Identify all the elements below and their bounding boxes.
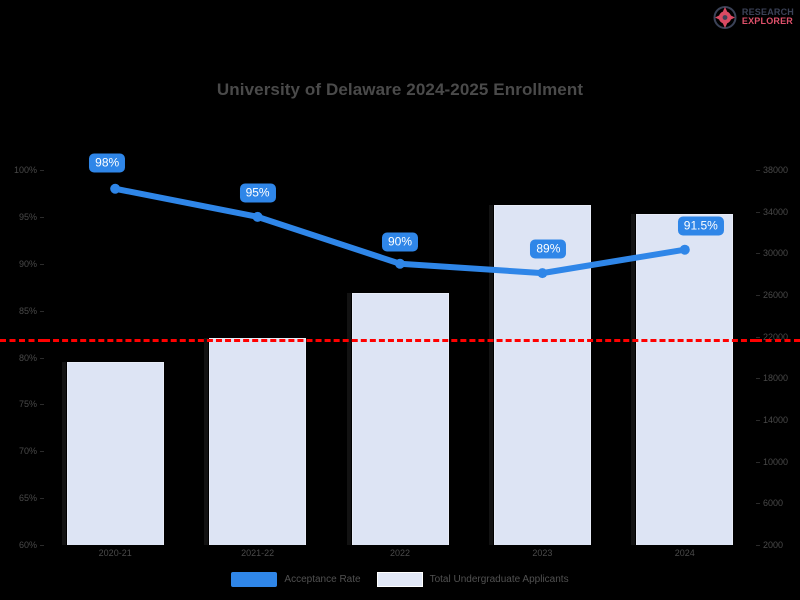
legend-item-bar[interactable]: Total Undergraduate Applicants: [376, 572, 569, 587]
axis-tick-label: 18000: [763, 373, 789, 384]
left-axis: 100% 95% 90% 85% 80% 75% 70% 65% 60%: [0, 165, 44, 550]
axis-tick-label: 95%: [18, 211, 37, 222]
axis-tick-label: 30000: [763, 248, 789, 259]
axis-tick-label: 14000: [763, 415, 789, 425]
logo-line-2: EXPLORER: [741, 16, 793, 26]
line-marker[interactable]: [679, 244, 690, 255]
legend-swatch-bar: [376, 572, 423, 587]
x-axis-tick-label: 2020-21: [98, 548, 132, 558]
legend-label-line: Acceptance Rate: [284, 574, 361, 585]
axis-tick-label: 2000: [763, 540, 784, 550]
legend-label-bar: Total Undergraduate Applicants: [429, 574, 569, 585]
axis-tick-mark: [40, 170, 44, 171]
data-label: 91.5%: [677, 216, 724, 236]
x-axis-tick-label: 2021-22: [241, 548, 275, 558]
line-series: [110, 183, 690, 279]
x-axis-labels: 2020-21 2021-22 2022 2023 2024: [44, 548, 756, 564]
axis-tick-label: 6000: [763, 498, 784, 509]
axis-tick-label: 60%: [18, 540, 37, 550]
axis-tick-mark: [756, 545, 760, 546]
chart-title: University of Delaware 2024-2025 Enrollm…: [216, 80, 584, 99]
x-axis-tick-label: 2024: [674, 548, 695, 558]
axis-tick-label: 90%: [18, 258, 37, 269]
right-axis: 38000 34000 30000 26000 22000 18000 14000 10000…: [756, 165, 800, 550]
axis-tick-mark: [756, 336, 760, 338]
threshold-line-extension: [756, 338, 800, 342]
logo-line-1: RESEARCH: [741, 7, 794, 17]
axis-tick-mark: [40, 451, 44, 453]
bar-shadow: [631, 214, 636, 545]
bar[interactable]: [636, 214, 734, 545]
axis-tick-label: 34000: [763, 206, 789, 217]
bar[interactable]: [351, 293, 449, 545]
bar-shadow: [346, 293, 351, 545]
axis-tick-mark: [40, 216, 44, 218]
threshold-line-extension: [0, 338, 44, 342]
bar-shadow: [204, 337, 209, 545]
axis-tick-mark: [756, 420, 760, 421]
axis-tick-label: 10000: [763, 456, 789, 467]
brand-logo: RESEARCH EXPLORER: [712, 4, 794, 30]
axis-tick-label: 70%: [18, 446, 37, 457]
bar-shadow: [61, 362, 66, 545]
data-label: 95%: [239, 183, 276, 203]
axis-tick-mark: [756, 253, 760, 255]
axis-tick-mark: [756, 378, 760, 380]
axis-tick-mark: [40, 310, 44, 312]
line-marker[interactable]: [537, 268, 548, 279]
axis-tick-mark: [756, 295, 760, 296]
axis-tick-label: 100%: [13, 165, 37, 175]
axis-tick-label: 85%: [18, 305, 37, 316]
line-marker[interactable]: [110, 183, 121, 194]
axis-tick-label: 75%: [18, 399, 37, 410]
legend-item-line[interactable]: Acceptance Rate: [231, 572, 361, 587]
circular-burst-logo-icon: [712, 4, 738, 30]
axis-tick-mark: [40, 545, 44, 546]
bar-shadow: [488, 204, 493, 545]
line-marker[interactable]: [395, 258, 405, 269]
legend-swatch-line: [231, 572, 278, 587]
axis-tick-mark: [40, 357, 44, 359]
x-axis-tick-label: 2023: [532, 548, 553, 558]
logo-wordmark: RESEARCH EXPLORER: [742, 8, 794, 26]
data-label: 90%: [381, 232, 419, 252]
line-marker[interactable]: [252, 211, 263, 222]
bar[interactable]: [66, 362, 164, 545]
axis-tick-mark: [756, 461, 760, 463]
data-label: 98%: [89, 153, 126, 173]
x-axis-tick-label: 2022: [389, 548, 411, 558]
axis-tick-mark: [40, 404, 44, 406]
axis-tick-label: 65%: [18, 493, 37, 504]
axis-tick-label: 80%: [18, 352, 37, 363]
threshold-line: [44, 338, 756, 342]
bar[interactable]: [493, 204, 591, 545]
chart-legend: Acceptance Rate Total Undergraduate Appl…: [0, 572, 800, 587]
axis-tick-label: 22000: [763, 331, 789, 342]
bar[interactable]: [209, 337, 307, 545]
axis-tick-mark: [40, 263, 44, 265]
axis-tick-label: 38000: [763, 165, 789, 175]
axis-tick-mark: [756, 503, 760, 505]
data-label: 89%: [530, 239, 567, 259]
axis-tick-mark: [756, 211, 760, 213]
axis-tick-mark: [40, 498, 44, 500]
axis-tick-label: 26000: [763, 290, 789, 300]
plot-area: 98% 95% 90% 89% 91.5%: [0, 153, 800, 545]
axis-tick-mark: [756, 170, 760, 171]
